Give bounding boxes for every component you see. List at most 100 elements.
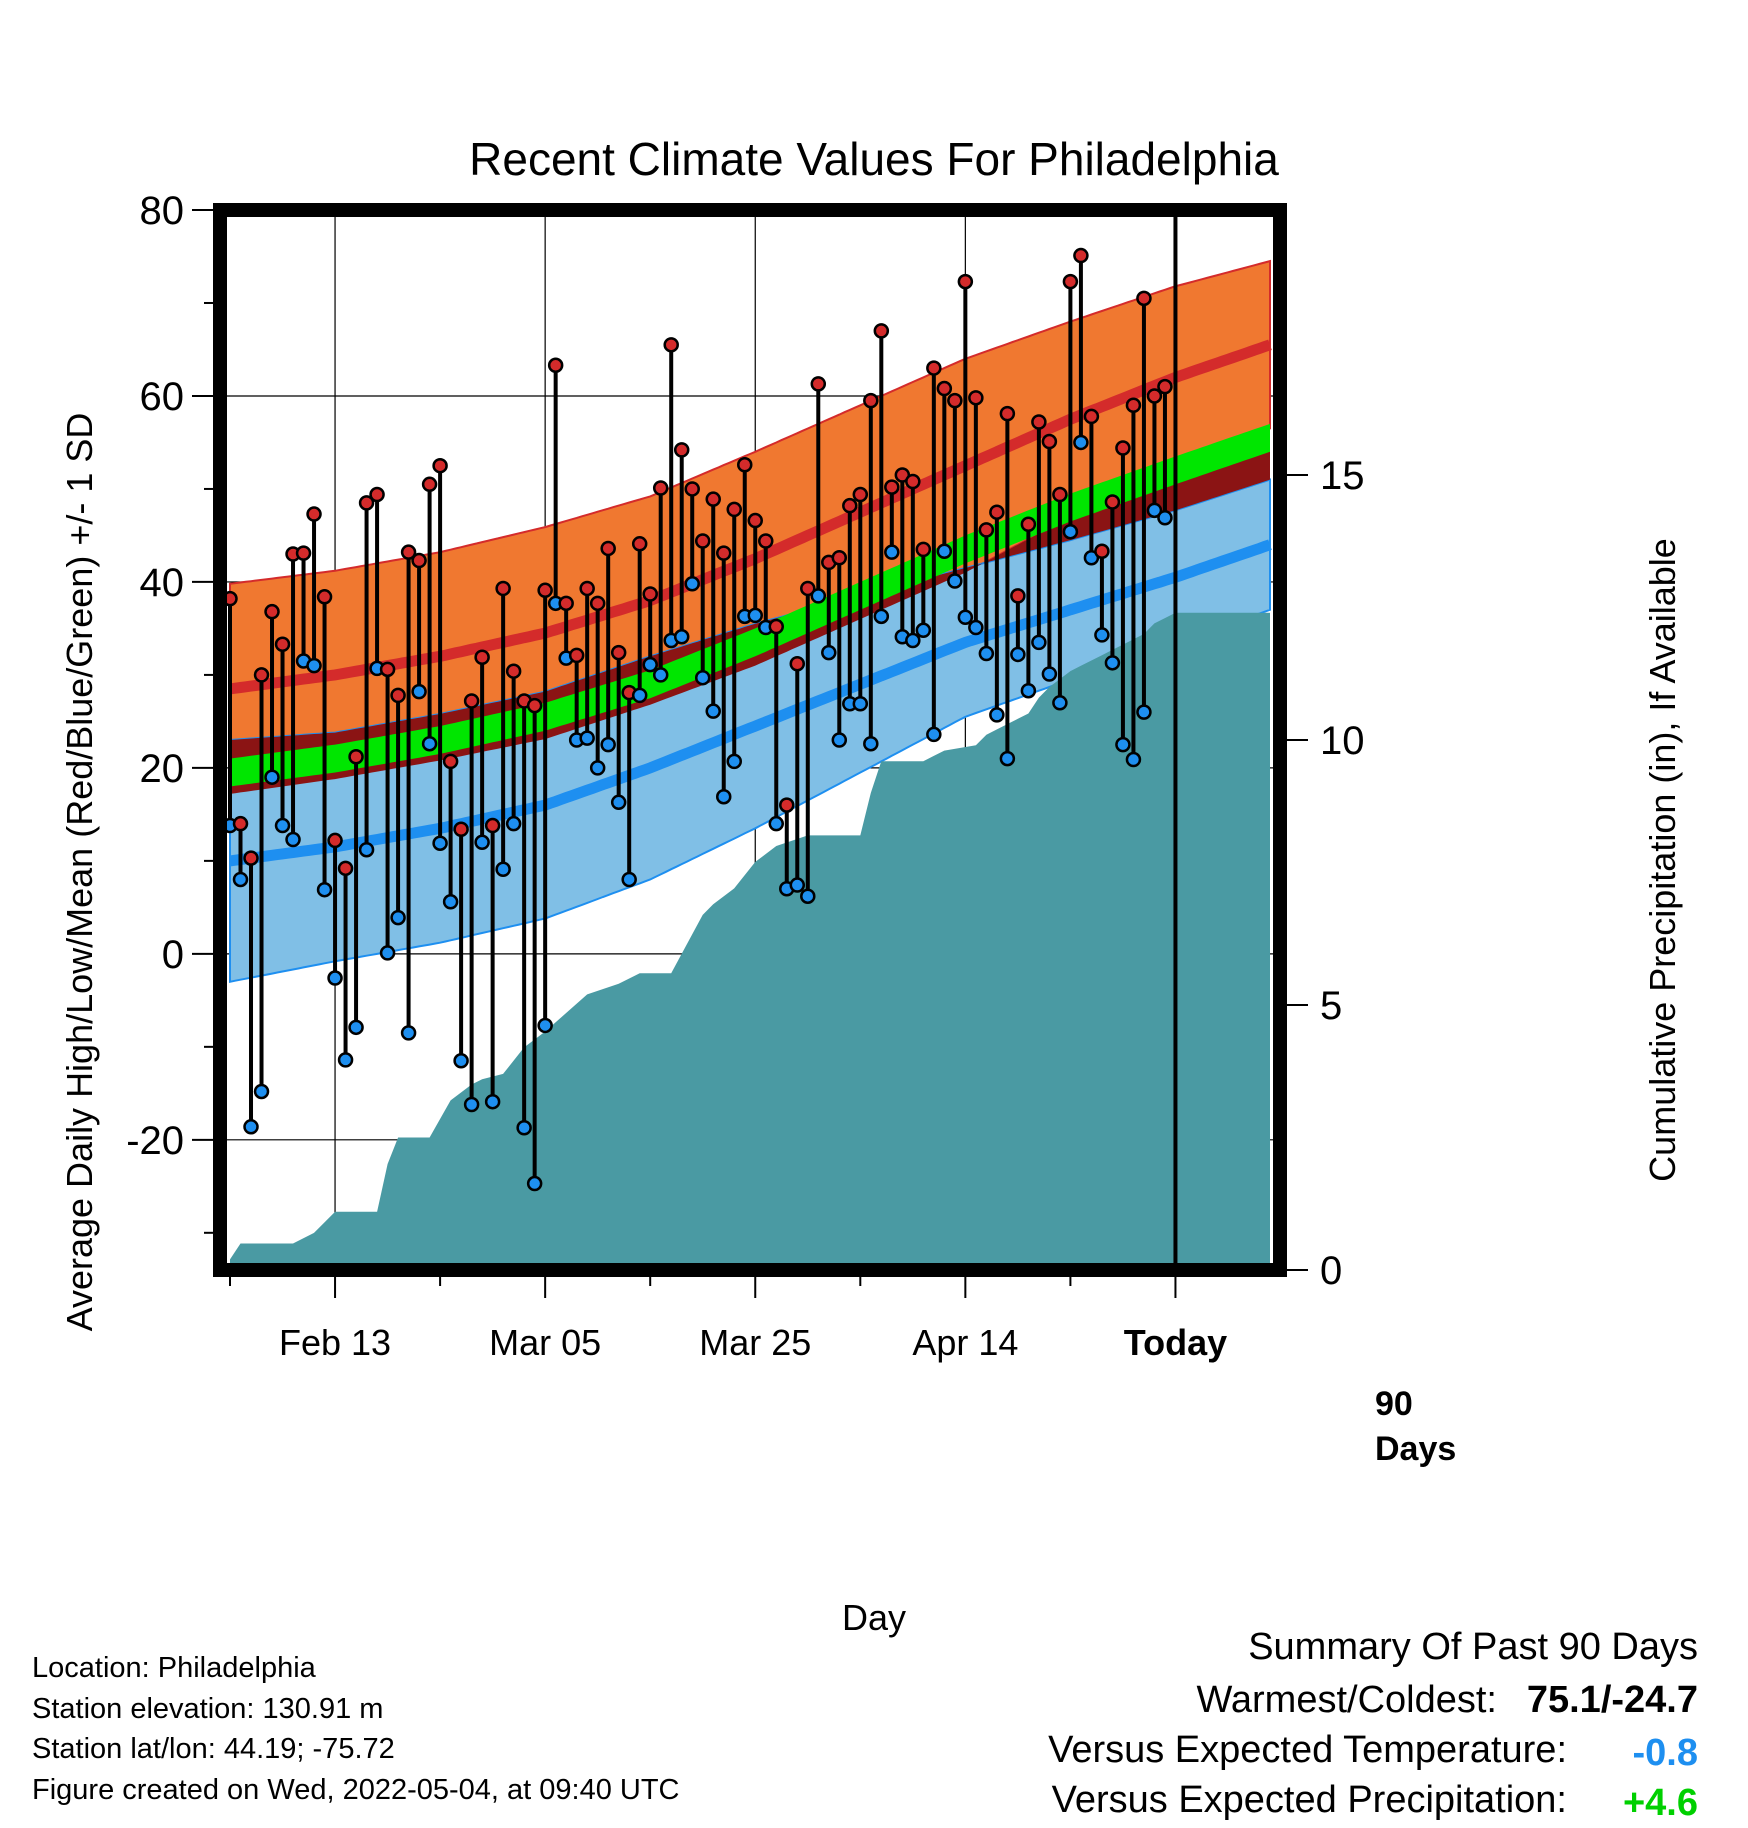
high-point — [547, 357, 564, 374]
high-point — [1052, 486, 1068, 503]
high-point — [789, 656, 806, 672]
high-point — [694, 533, 711, 549]
high-point — [505, 663, 522, 679]
x-tick-label: Today — [1124, 1322, 1227, 1363]
high-point — [863, 392, 879, 409]
low-point — [831, 732, 848, 748]
high-point — [495, 580, 511, 597]
low-point — [453, 1053, 469, 1069]
high-point — [484, 817, 501, 834]
low-point — [348, 1019, 364, 1036]
footer-location: Location: Philadelphia — [32, 1652, 317, 1684]
low-point — [285, 831, 301, 848]
low-point — [579, 730, 595, 746]
high-point — [558, 595, 574, 612]
low-point — [715, 788, 732, 805]
low-point — [1104, 655, 1121, 671]
high-point — [926, 360, 942, 376]
low-point — [989, 707, 1005, 723]
footer-created: Figure created on Wed, 2022-05-04, at 09… — [32, 1774, 680, 1806]
low-point — [642, 656, 658, 673]
high-point — [915, 541, 932, 558]
low-point — [905, 632, 921, 649]
low-point — [1073, 434, 1089, 451]
chart-title: Recent Climate Values For Philadelphia — [469, 133, 1279, 185]
high-point — [631, 536, 648, 552]
low-point — [705, 703, 721, 719]
high-point — [463, 693, 480, 709]
low-point — [947, 573, 963, 589]
low-point — [684, 576, 700, 592]
low-point — [264, 769, 280, 785]
high-point — [243, 850, 259, 866]
low-point — [726, 753, 742, 770]
y2-tick-label: 10 — [1320, 719, 1365, 763]
x-tick-label: Mar 25 — [699, 1322, 811, 1363]
high-point — [369, 486, 385, 503]
low-point — [1157, 510, 1173, 526]
plot-area — [220, 209, 1280, 1270]
low-point — [926, 726, 942, 743]
high-point — [253, 667, 270, 683]
high-point — [663, 337, 679, 353]
x-axis-label: Day — [842, 1597, 906, 1638]
high-point — [379, 661, 396, 678]
high-point — [358, 495, 375, 511]
high-point — [768, 618, 785, 635]
low-point — [1125, 751, 1142, 768]
axes: 80 60 40 20 0 -20 15 10 5 0 Feb 13 Mar 05 Mar 25 Apr … — [126, 189, 1364, 1363]
low-point — [915, 622, 932, 639]
footer-info: Location: Philadelphia Station elevation… — [32, 1652, 680, 1806]
high-point — [705, 491, 721, 507]
high-point — [568, 647, 585, 664]
high-point — [474, 649, 490, 665]
low-point — [863, 735, 879, 752]
low-point — [442, 894, 459, 910]
high-point — [537, 582, 553, 599]
y-tick-label: 40 — [140, 561, 185, 605]
low-point — [789, 877, 806, 893]
low-point — [1020, 682, 1037, 699]
high-point — [579, 580, 595, 597]
low-point — [621, 871, 637, 888]
high-point — [1146, 388, 1163, 404]
high-point — [978, 522, 995, 538]
low-point — [379, 945, 396, 961]
footer-latlon: Station lat/lon: 44.19; -75.72 — [32, 1733, 395, 1765]
low-point — [274, 817, 291, 834]
high-point — [589, 595, 606, 612]
summary-precip-value: +4.6 — [1623, 1782, 1698, 1824]
summary-warmest-value: 75.1/-24.7 — [1527, 1679, 1698, 1721]
high-point — [957, 273, 974, 290]
y-tick-label: 60 — [140, 375, 185, 419]
high-point — [726, 501, 742, 518]
low-point — [390, 909, 406, 926]
high-point — [642, 586, 658, 602]
low-point — [316, 881, 333, 898]
high-point — [842, 497, 858, 514]
summary-warmest-label: Warmest/Coldest: — [1196, 1679, 1497, 1721]
low-point — [1136, 704, 1152, 720]
low-point — [610, 794, 627, 811]
high-point — [421, 476, 438, 493]
high-point — [831, 550, 848, 566]
low-point — [589, 760, 606, 776]
high-point — [800, 580, 816, 597]
today-label-90: 90 — [1375, 1385, 1413, 1423]
low-point — [327, 970, 343, 986]
low-point — [1010, 646, 1026, 663]
today-label-days: Days — [1375, 1430, 1456, 1468]
low-point — [516, 1119, 532, 1136]
high-point — [810, 376, 827, 392]
y-tick-label: -20 — [126, 1119, 184, 1163]
high-point — [453, 821, 469, 838]
y2-tick-label: 0 — [1320, 1249, 1342, 1293]
low-point — [694, 669, 711, 686]
high-point — [736, 457, 753, 473]
y-tick-label: 80 — [140, 189, 185, 233]
high-point — [1062, 273, 1079, 290]
high-point — [1157, 378, 1173, 395]
y2-tick-label: 15 — [1320, 454, 1365, 498]
low-point — [411, 683, 427, 700]
high-point — [337, 860, 354, 877]
